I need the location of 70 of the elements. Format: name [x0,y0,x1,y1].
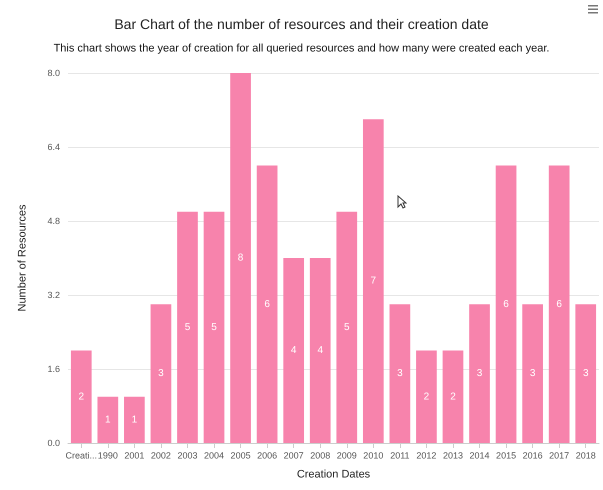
bar [150,304,172,443]
x-tick-label: 2014 [470,450,490,460]
y-tick-label: 1.6 [47,364,60,374]
x-tick-label: 2002 [150,450,171,460]
bar [97,396,118,443]
data-label: 4 [317,345,324,356]
x-axis-title: Creation Dates [296,468,371,480]
bar [283,258,304,443]
data-label: 3 [397,368,404,380]
data-label: 4 [290,345,297,356]
x-tick-label: 2004 [204,450,224,460]
bar [469,304,490,443]
data-label: 5 [344,322,350,333]
data-label: 3 [530,368,536,380]
x-tick-label: 2016 [522,450,543,460]
bar [256,166,278,443]
y-axis-title: Number of Resources [16,204,28,312]
data-label: 2 [424,391,430,402]
x-tick-label: 1990 [98,450,118,460]
bar [230,73,251,443]
bar [310,258,331,443]
x-tick-label: 2013 [442,450,463,460]
data-label: 3 [158,368,164,380]
bar [177,212,198,443]
bar [416,350,437,443]
y-tick-label: 3.2 [47,290,60,300]
chart-subtitle: This chart shows the year of creation for all queried resources and how many were created each year. [54,42,550,54]
bar [548,166,570,443]
data-label: 5 [211,322,218,333]
bar [442,350,464,443]
y-tick-label: 0.0 [47,438,60,448]
x-tick-label: 2011 [390,450,410,460]
bar [496,166,516,443]
x-tick-label: 2005 [230,450,251,460]
x-tick-label: 2003 [177,450,198,460]
bar [70,350,92,443]
chart-title: Bar Chart of the number of resources and their creation date [114,16,489,32]
bar [522,304,543,443]
x-tick-label: 2015 [496,450,516,460]
bar [575,304,596,443]
x-tick-label: 2001 [124,450,144,460]
y-tick-label: 6.4 [47,142,60,152]
data-label: 2 [78,391,84,402]
y-tick-label: 8.0 [47,68,60,78]
bar [336,212,358,443]
x-tick-label: 2010 [363,450,384,460]
x-tick-label: 2007 [284,450,304,460]
data-label: 7 [370,276,377,287]
x-tick-label: 2018 [576,450,596,460]
y-tick-label: 4.8 [47,216,60,226]
data-label: 3 [476,368,483,380]
data-label: 1 [105,414,112,426]
data-label: 2 [450,391,456,402]
x-tick-label: 2009 [336,450,357,460]
data-label: 6 [503,298,510,310]
data-label: 6 [264,298,270,310]
data-label: 6 [556,298,562,310]
bar [390,304,410,443]
bar [124,396,145,443]
x-tick-label: 2006 [257,450,278,460]
data-label: 3 [582,368,589,380]
x-tick-label: 2017 [549,450,570,460]
data-label: 8 [238,252,244,264]
data-label: 1 [132,414,138,426]
bar [362,119,384,443]
x-tick-label: 2008 [310,450,330,460]
bar [204,212,224,443]
data-label: 5 [184,322,191,333]
x-tick-label: Creati... [66,450,98,460]
x-tick-label: 2012 [416,450,436,460]
